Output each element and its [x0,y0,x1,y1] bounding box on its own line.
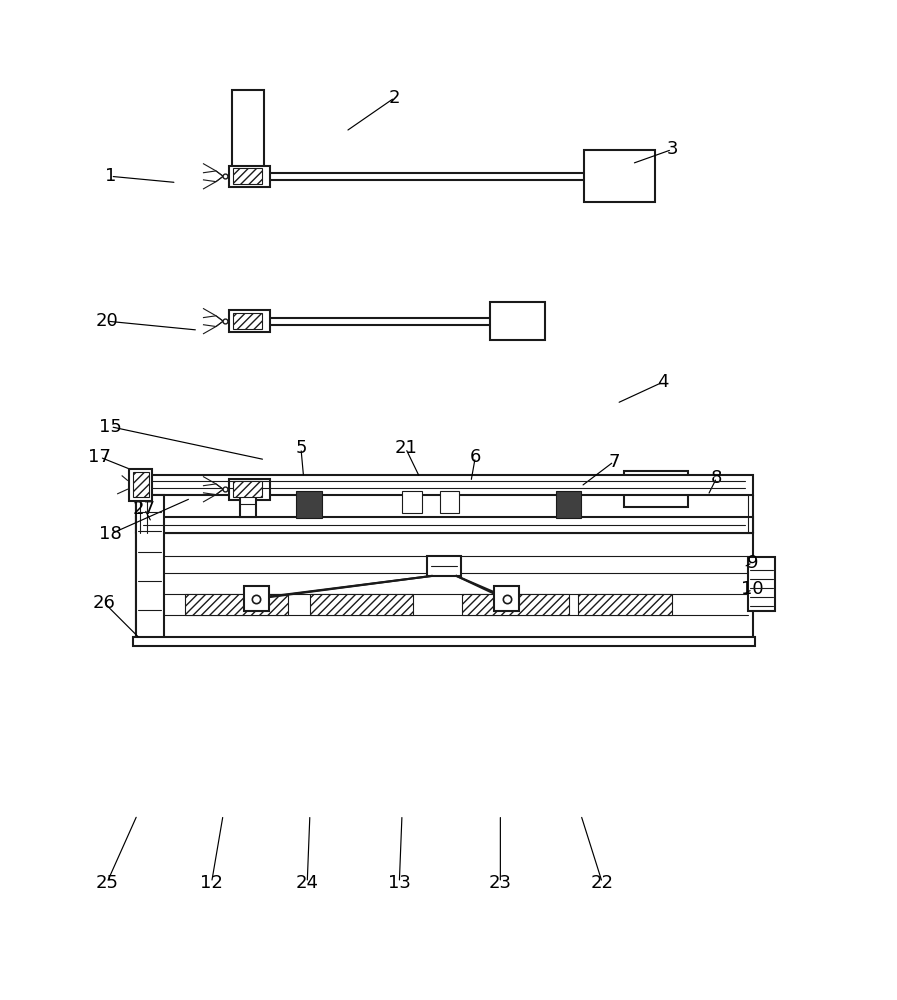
Bar [494,586,519,611]
Text: 13: 13 [388,874,411,892]
Bar [185,594,288,615]
Bar [748,557,775,611]
Text: 26: 26 [92,594,116,612]
Text: 25: 25 [95,874,118,892]
Text: 10: 10 [741,580,764,598]
Bar [440,491,459,513]
Bar [240,486,257,517]
Text: 4: 4 [658,373,669,391]
Bar [233,168,262,184]
Text: 15: 15 [99,418,122,436]
Text: 17: 17 [88,448,111,466]
Text: 24: 24 [296,874,318,892]
Bar [232,90,265,185]
Text: 7: 7 [608,453,620,471]
Text: 21: 21 [394,439,417,457]
Text: 2: 2 [389,89,401,107]
Bar [402,491,422,513]
Bar [129,469,152,501]
Text: 12: 12 [200,874,223,892]
Bar [309,594,413,615]
Text: 20: 20 [96,312,118,330]
Bar [233,481,262,497]
Bar [135,475,753,495]
Text: 3: 3 [666,140,678,158]
Bar [229,479,270,500]
Bar [579,594,672,615]
Bar [462,594,570,615]
Bar [232,478,266,489]
Text: 6: 6 [470,448,481,466]
Bar [427,556,461,576]
Bar [135,517,753,533]
Bar [133,472,149,497]
Bar [133,637,755,646]
Text: 23: 23 [489,874,512,892]
Text: 8: 8 [711,469,722,487]
Text: 27: 27 [133,500,156,518]
Bar [244,586,269,611]
Bar [229,310,270,332]
Bar [229,166,270,187]
Text: 1: 1 [105,167,117,185]
Bar [490,302,545,340]
Bar [135,533,753,639]
Bar [233,313,262,329]
Text: 18: 18 [99,525,122,543]
Bar [623,471,688,507]
Bar [269,487,276,494]
Bar [584,150,655,202]
Text: 5: 5 [295,439,307,457]
Bar [556,491,581,518]
Bar [135,495,164,639]
Text: 22: 22 [591,874,614,892]
Bar [297,491,321,518]
Text: 9: 9 [747,554,758,572]
